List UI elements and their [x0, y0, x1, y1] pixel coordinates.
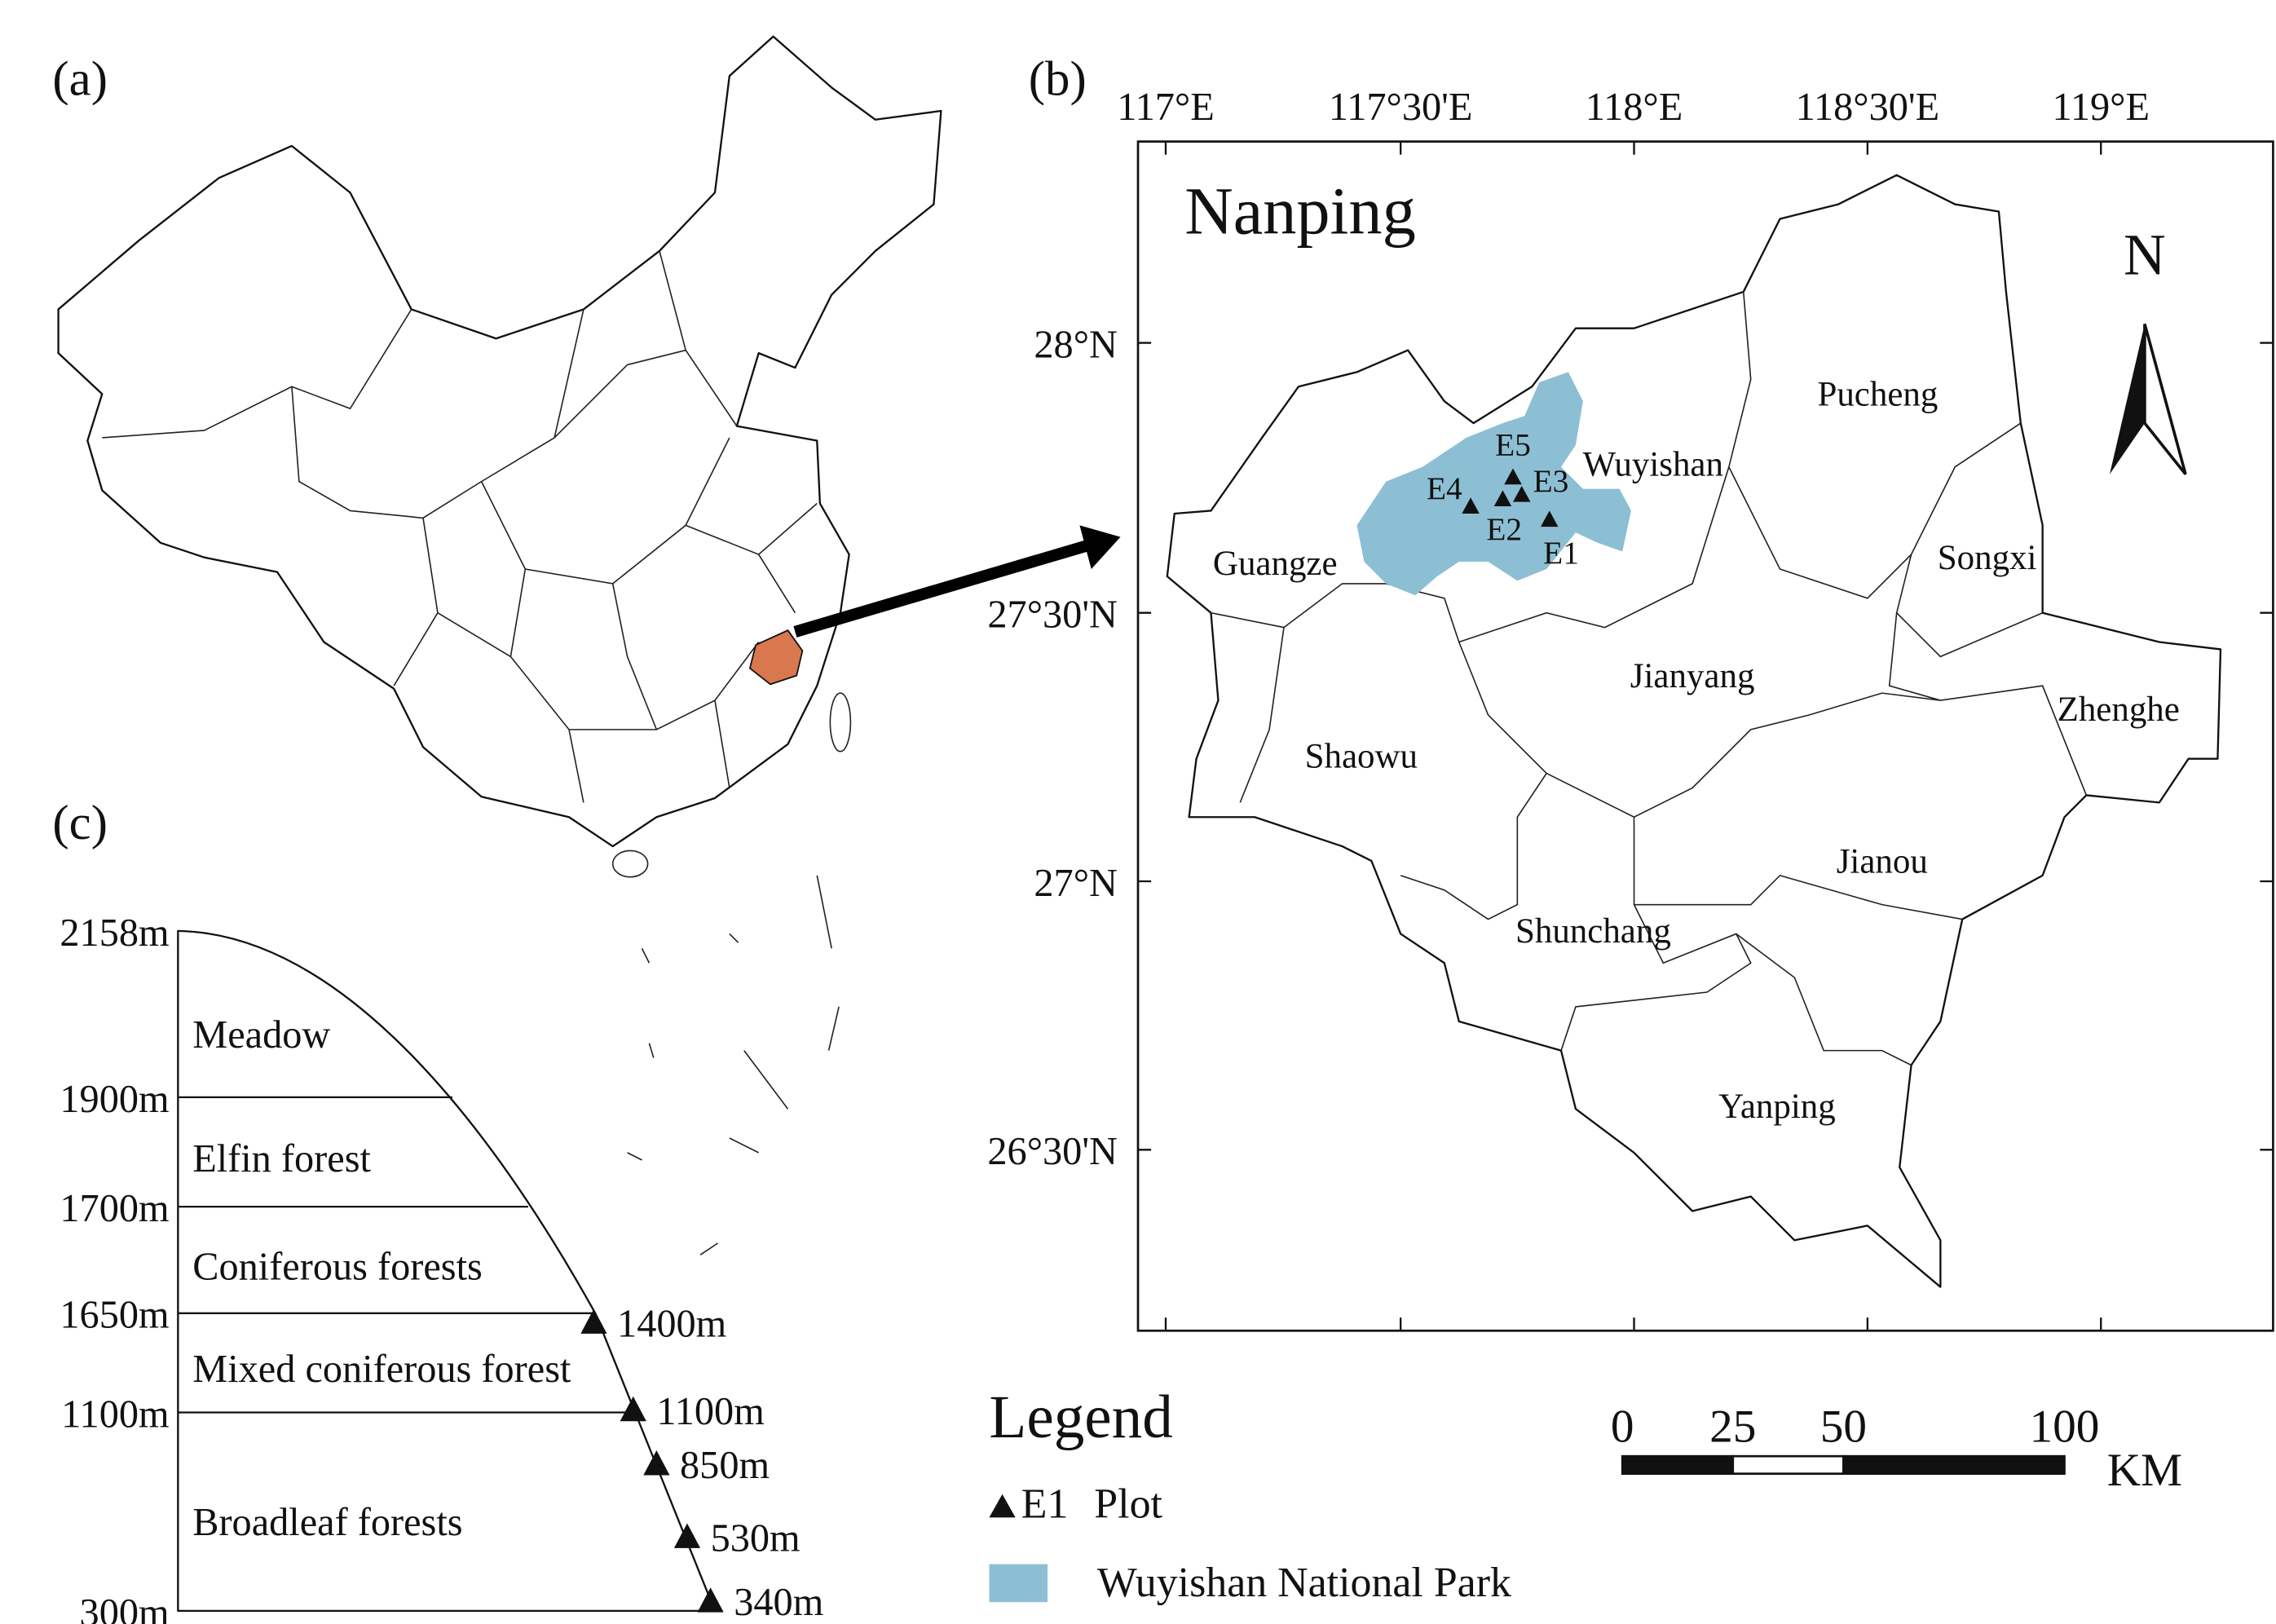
elevation-label: 2158m — [60, 911, 169, 955]
legend-park-swatch — [989, 1564, 1048, 1603]
plot-label: E3 — [1533, 463, 1569, 499]
panel-label: (a) — [52, 51, 108, 106]
plot-elevation-label: 340m — [734, 1581, 823, 1624]
scale-segment — [1842, 1454, 2066, 1475]
coordinate-ticks: 117°E 117°30'E 118°E 118°30'E 119°E 28°N 27°30… — [987, 86, 2274, 1331]
panel-label: (b) — [1029, 51, 1087, 106]
county-labels: Pucheng Wuyishan Songxi Guangze Jianyang Zhen… — [1213, 376, 2180, 1126]
lat-label: 26°30'N — [987, 1130, 1118, 1173]
zone-label: Meadow — [192, 1013, 330, 1057]
plot-elevation-label: 1400m — [617, 1302, 726, 1345]
county-label: Jianyang — [1630, 657, 1755, 695]
plots: E5 E4 E3 E2 E1 — [1427, 426, 1579, 570]
elevation-label: 1100m — [61, 1392, 169, 1436]
scale-tick-label: 25 — [1709, 1401, 1756, 1452]
map-title: Nanping — [1184, 174, 1415, 248]
plot-label: E2 — [1486, 511, 1522, 547]
county-label: Jianou — [1837, 842, 1928, 880]
county-label: Pucheng — [1817, 376, 1938, 414]
north-arrow-right — [2143, 323, 2187, 475]
plot-marker — [673, 1523, 701, 1548]
scale-tick-label: 100 — [2030, 1401, 2100, 1452]
legend-plot-label: Plot — [1094, 1481, 1162, 1527]
scale-tick-label: 0 — [1611, 1401, 1634, 1452]
county-label: Shunchang — [1515, 912, 1671, 951]
plot-marker — [1504, 468, 1522, 485]
plot-label: E4 — [1427, 470, 1462, 506]
county-label: Yanping — [1718, 1088, 1836, 1126]
legend-plot-symbol — [989, 1494, 1016, 1518]
lat-label: 28°N — [1034, 323, 1118, 366]
elevation-label: 1900m — [60, 1078, 169, 1121]
elevation-label: 1700m — [60, 1187, 169, 1230]
zone-label: Mixed coniferous forest — [192, 1348, 571, 1391]
national-park — [1356, 372, 1631, 596]
plot-marker — [1540, 510, 1559, 527]
fujian-highlight — [748, 629, 804, 686]
zone-label: Elfin forest — [192, 1137, 371, 1180]
scale-segment — [1731, 1454, 1845, 1475]
plot-label: E1 — [1543, 535, 1579, 571]
profile-outline — [177, 929, 717, 1613]
zone-label: Broadleaf forests — [192, 1501, 462, 1544]
plot-elevation-label: 530m — [711, 1517, 801, 1560]
lon-label: 117°E — [1117, 86, 1215, 129]
lat-label: 27°30'N — [987, 594, 1118, 637]
legend-park-label: Wuyishan National Park — [1097, 1560, 1511, 1606]
county-label: Guangze — [1213, 545, 1338, 583]
county-label: Zhenghe — [2058, 691, 2180, 729]
lon-label: 118°30'E — [1796, 86, 1940, 129]
scale-unit: KM — [2107, 1445, 2182, 1496]
profile: 2158m 1900m 1700m 1650m 1100m 300m Meadow Elfin… — [60, 911, 823, 1624]
zone-label: Coniferous forests — [192, 1246, 483, 1289]
lon-label: 118°E — [1586, 86, 1683, 129]
pointer-arrowhead — [1079, 525, 1121, 570]
plot-label: E5 — [1495, 426, 1531, 462]
nanping-outline — [1166, 174, 2222, 1288]
plot-marker — [697, 1587, 724, 1613]
plot-elevation-label: 1100m — [656, 1390, 764, 1433]
legend-plot-code: E1 — [1021, 1481, 1069, 1527]
taiwan-outline — [829, 692, 852, 752]
pointer-arrow — [793, 540, 1089, 638]
elevation-label: 1650m — [60, 1294, 169, 1337]
lat-label: 27°N — [1034, 862, 1118, 905]
hainan-outline — [611, 850, 649, 878]
county-boundaries — [1211, 291, 2088, 1066]
elevation-label: 300m — [80, 1591, 170, 1624]
plot-marker — [1512, 485, 1531, 502]
scale-bar: 0 25 50 100 — [1611, 1401, 2100, 1475]
north-label: N — [2124, 223, 2166, 287]
lon-label: 119°E — [2052, 86, 2150, 129]
north-arrow-left — [2109, 324, 2145, 474]
scale-segment — [1621, 1454, 1735, 1475]
scale-tick-label: 50 — [1820, 1401, 1867, 1452]
plot-marker — [643, 1450, 670, 1476]
plot-elevation-label: 850m — [680, 1444, 770, 1487]
panel-label: (c) — [52, 796, 108, 850]
plot-marker — [620, 1396, 646, 1422]
legend-title: Legend — [989, 1383, 1172, 1451]
plot-marker — [1493, 490, 1512, 507]
map-frame — [1136, 140, 2274, 1332]
county-label: Songxi — [1938, 539, 2037, 577]
south-sea-islands — [627, 875, 840, 1256]
province-boundaries — [102, 250, 818, 803]
plot-marker — [580, 1308, 607, 1334]
plot-marker — [1462, 497, 1480, 514]
county-label: Wuyishan — [1583, 445, 1723, 483]
china-outline — [57, 35, 942, 848]
county-label: Shaowu — [1305, 737, 1418, 775]
lon-label: 117°30'E — [1329, 86, 1473, 129]
